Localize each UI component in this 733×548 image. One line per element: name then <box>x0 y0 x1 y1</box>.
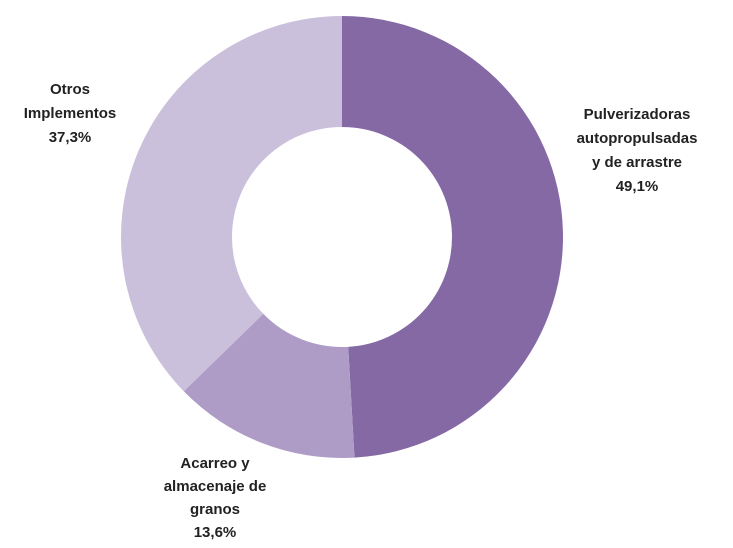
segment-label: Otros Implementos 37,3% <box>20 78 120 150</box>
category-label: Acarreo y almacenaje de granos <box>163 455 267 518</box>
donut-segment <box>120 16 342 392</box>
donut-segment <box>183 313 355 458</box>
donut-segment <box>342 16 564 458</box>
segment-label: Acarreo y almacenaje de granos 13,6% <box>150 452 280 544</box>
category-label: Otros Implementos <box>23 81 117 122</box>
value-label: 37,3% <box>48 129 92 146</box>
segment-label: Pulverizadoras autopropulsadas y de arra… <box>571 103 703 199</box>
value-label: 49,1% <box>615 178 659 195</box>
category-label: Pulverizadoras autopropulsadas y de arra… <box>576 106 698 171</box>
value-label: 13,6% <box>193 524 237 541</box>
